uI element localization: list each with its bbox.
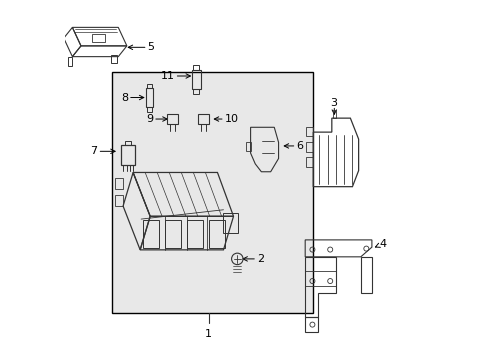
Bar — [115, 178, 123, 189]
Bar — [193, 89, 199, 94]
Bar — [198, 114, 208, 125]
Bar — [305, 126, 313, 136]
Text: 8: 8 — [121, 93, 128, 103]
Bar — [121, 145, 135, 165]
Bar — [245, 142, 250, 151]
Text: 6: 6 — [296, 141, 303, 151]
Bar — [115, 195, 123, 206]
Bar — [305, 142, 313, 152]
Text: 1: 1 — [205, 329, 212, 339]
Bar — [191, 70, 200, 89]
Bar — [332, 110, 335, 118]
Bar — [165, 220, 181, 248]
Bar — [187, 220, 203, 248]
Bar — [167, 114, 178, 125]
Bar — [143, 220, 159, 248]
Bar — [146, 84, 152, 88]
Text: 2: 2 — [257, 254, 264, 264]
Bar — [223, 212, 237, 233]
Bar — [111, 55, 117, 63]
Bar — [146, 107, 152, 112]
Bar — [124, 141, 131, 145]
Bar — [209, 220, 225, 248]
Text: 7: 7 — [90, 146, 97, 156]
Bar — [68, 57, 72, 66]
Text: 9: 9 — [145, 114, 153, 124]
Text: 10: 10 — [224, 114, 238, 124]
Bar — [193, 65, 199, 70]
Bar — [145, 88, 153, 107]
Bar — [112, 72, 312, 313]
Text: 11: 11 — [160, 71, 174, 81]
Text: 5: 5 — [147, 42, 154, 52]
Text: 4: 4 — [378, 239, 386, 249]
Text: 3: 3 — [330, 98, 337, 108]
Bar — [305, 157, 313, 167]
Bar — [92, 34, 105, 41]
